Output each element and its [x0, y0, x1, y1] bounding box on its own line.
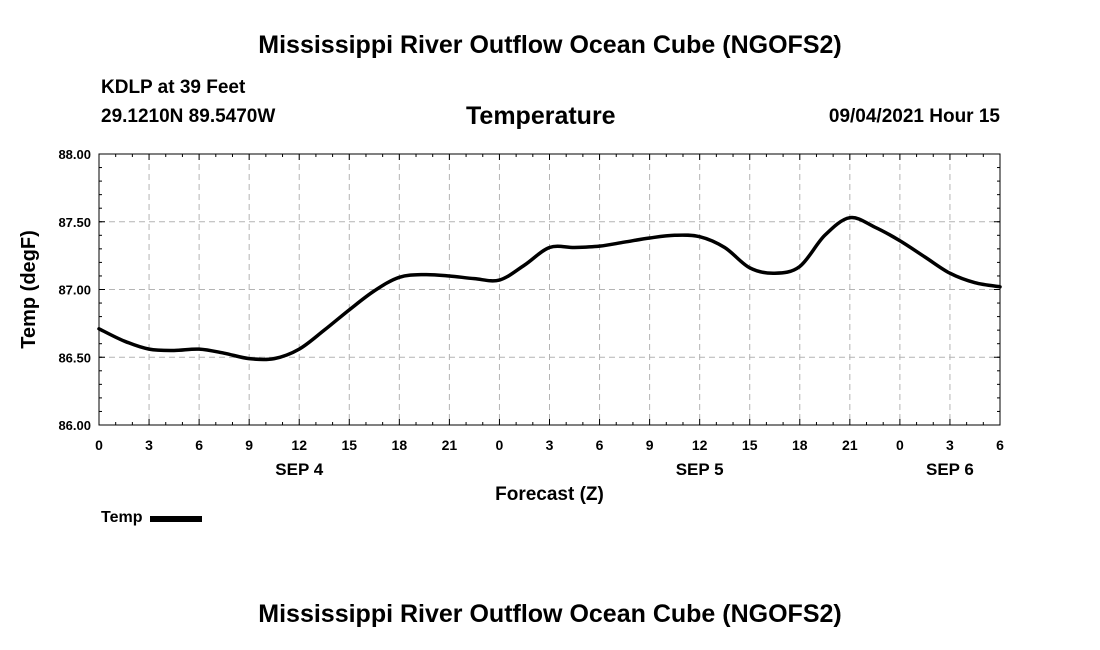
- x-tick-label: 3: [546, 437, 554, 453]
- x-tick-label: 3: [946, 437, 954, 453]
- x-tick-label: 21: [842, 437, 858, 453]
- coordinates-label: 29.1210N 89.5470W: [101, 106, 276, 127]
- y-tick-label: 87.50: [58, 215, 91, 230]
- station-label: KDLP at 39 Feet: [101, 77, 246, 98]
- legend-label: Temp: [101, 509, 143, 526]
- forecast-datetime: 09/04/2021 Hour 15: [828, 106, 1000, 127]
- footer-title: Mississippi River Outflow Ocean Cube (NG…: [258, 600, 842, 628]
- x-tick-label: 3: [145, 437, 153, 453]
- x-tick-label: 6: [996, 437, 1004, 453]
- chart-subtitle: Temperature: [466, 102, 616, 130]
- x-tick-label: 12: [291, 437, 307, 453]
- x-axis-title: Forecast (Z): [495, 484, 604, 505]
- day-label: SEP 5: [676, 460, 724, 479]
- x-tick-label: 18: [792, 437, 808, 453]
- x-tick-label: 18: [392, 437, 408, 453]
- x-tick-label: 9: [646, 437, 654, 453]
- y-tick-label: 86.50: [58, 350, 91, 365]
- y-axis-title: Temp (degF): [18, 230, 40, 349]
- chart-title: Mississippi River Outflow Ocean Cube (NG…: [258, 31, 842, 59]
- legend-swatch: [150, 516, 203, 522]
- day-label: SEP 6: [926, 460, 974, 479]
- x-tick-label: 12: [692, 437, 708, 453]
- x-tick-label: 6: [195, 437, 203, 453]
- x-tick-label: 0: [95, 437, 103, 453]
- series-line-temp: [97, 215, 1002, 362]
- legend: Temp: [101, 509, 203, 527]
- x-tick-label: 15: [341, 437, 357, 453]
- x-tick-label: 6: [596, 437, 604, 453]
- x-tick-label: 0: [896, 437, 904, 453]
- y-tick-label: 88.00: [58, 147, 91, 162]
- x-tick-label: 15: [742, 437, 758, 453]
- y-tick-label: 86.00: [58, 418, 91, 433]
- x-tick-label: 21: [442, 437, 458, 453]
- x-tick-label: 9: [245, 437, 253, 453]
- y-tick-label: 87.00: [58, 283, 91, 298]
- day-label: SEP 4: [275, 460, 323, 479]
- x-tick-label: 0: [496, 437, 504, 453]
